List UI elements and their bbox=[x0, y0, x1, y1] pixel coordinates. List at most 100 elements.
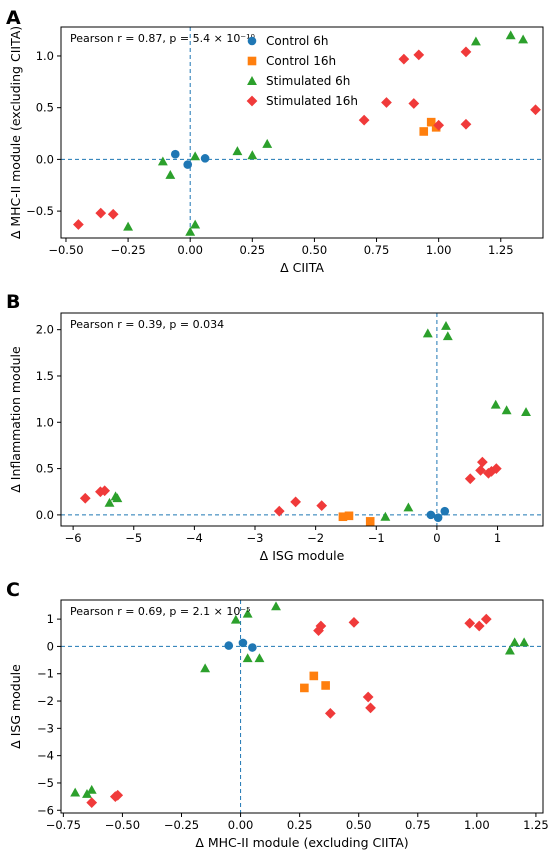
data-point bbox=[480, 613, 492, 625]
data-point bbox=[232, 146, 243, 156]
panel-c-x-axis-title: Δ MHC-II module (excluding CIITA) bbox=[195, 835, 408, 850]
data-point bbox=[86, 784, 97, 794]
panel-a-y-axis-title: Δ MHC-II module (excluding CIITA) bbox=[8, 26, 23, 239]
y-tick-label: 1.0 bbox=[36, 415, 54, 429]
x-tick-label: 0 bbox=[433, 531, 440, 545]
x-tick-label: −3 bbox=[247, 531, 264, 545]
data-point bbox=[99, 485, 111, 497]
x-tick-label: 0.50 bbox=[346, 818, 372, 832]
data-point bbox=[185, 226, 196, 236]
x-tick-label: 0.25 bbox=[287, 818, 313, 832]
legend-entry-label: Control 6h bbox=[266, 34, 328, 48]
data-point bbox=[433, 513, 443, 522]
y-tick-label: −3 bbox=[37, 721, 54, 735]
panel-b: B −6 −5 −4 −3 −2 −1 0 1 0.0 0.5 1.0 1.5 2.0 Δ ISG modu… bbox=[6, 291, 544, 563]
x-tick-label: 0.75 bbox=[405, 818, 431, 832]
legend-entry-label: Control 16h bbox=[266, 54, 336, 68]
data-point bbox=[70, 787, 81, 797]
data-point bbox=[224, 641, 234, 650]
panel-a: A −0.50 −0.25 0.00 0.25 0.50 0.75 1.00 1.25 −0.5 0… bbox=[6, 7, 544, 275]
data-point bbox=[362, 691, 374, 703]
legend-marker bbox=[246, 95, 258, 107]
data-point bbox=[300, 683, 309, 693]
x-tick-label: 0.00 bbox=[177, 243, 203, 257]
data-point bbox=[271, 601, 281, 611]
panel-a-series-stimulated-6h bbox=[123, 30, 529, 236]
x-tick-label: −2 bbox=[307, 531, 324, 545]
data-point bbox=[112, 789, 124, 801]
y-tick-label: −1 bbox=[37, 667, 54, 681]
x-tick-label: 1.00 bbox=[426, 243, 452, 257]
data-point bbox=[190, 151, 201, 161]
data-point bbox=[309, 671, 319, 681]
legend-entry-label: Stimulated 16h bbox=[266, 94, 358, 108]
data-point bbox=[324, 707, 336, 719]
data-point bbox=[242, 653, 253, 663]
data-point bbox=[433, 119, 445, 131]
y-tick-label: −4 bbox=[37, 749, 54, 763]
data-point bbox=[426, 117, 436, 127]
data-point bbox=[238, 638, 248, 648]
data-point bbox=[170, 149, 180, 159]
y-tick-label: 2.0 bbox=[36, 323, 54, 337]
data-point bbox=[248, 643, 257, 652]
x-tick-label: −4 bbox=[186, 531, 203, 545]
data-point bbox=[104, 497, 115, 507]
data-point bbox=[254, 653, 265, 663]
data-point bbox=[413, 49, 425, 61]
x-tick-label: 1.25 bbox=[488, 243, 514, 257]
data-point bbox=[316, 500, 328, 512]
x-tick-label: −1 bbox=[368, 531, 385, 545]
y-tick-label: 1.5 bbox=[36, 369, 54, 383]
data-point bbox=[521, 407, 531, 417]
panel-c-series-stimulated-16h bbox=[86, 613, 492, 808]
data-point bbox=[505, 30, 516, 40]
legend-entry-label: Stimulated 6h bbox=[266, 74, 350, 88]
data-point bbox=[358, 114, 370, 126]
data-point bbox=[230, 614, 241, 624]
data-point bbox=[262, 138, 273, 148]
x-tick-label: 0.50 bbox=[302, 243, 328, 257]
y-tick-label: −6 bbox=[37, 803, 54, 817]
panel-b-x-axis-title: Δ ISG module bbox=[260, 548, 345, 563]
data-point bbox=[464, 473, 476, 485]
data-point bbox=[441, 321, 451, 330]
panel-b-series-stimulated-6h bbox=[104, 321, 531, 521]
panel-c-correlation-annotation: Pearson r = 0.69, p = 2.1 × 10⁻⁵ bbox=[70, 605, 251, 618]
data-point bbox=[112, 493, 123, 503]
data-point bbox=[247, 150, 258, 160]
data-point bbox=[200, 154, 210, 163]
y-tick-label: 0.0 bbox=[36, 508, 54, 522]
x-tick-label: 1 bbox=[494, 531, 501, 545]
x-tick-label: 1.25 bbox=[523, 818, 549, 832]
y-tick-label: −0.5 bbox=[26, 204, 54, 218]
panel-b-series-control-6h bbox=[426, 506, 450, 522]
x-tick-label: 0.75 bbox=[364, 243, 390, 257]
panel-a-plot-frame bbox=[60, 26, 544, 239]
data-point bbox=[408, 98, 420, 109]
data-point bbox=[315, 620, 327, 632]
data-point bbox=[338, 512, 348, 522]
panel-c-plot-frame bbox=[60, 599, 544, 814]
data-point bbox=[464, 617, 476, 629]
data-point bbox=[123, 221, 134, 231]
legend-marker bbox=[247, 36, 257, 46]
panel-c: C −0.75 −0.50 −0.25 0.00 0.25 0.50 0.75 1.00 1.25… bbox=[6, 579, 549, 850]
data-point bbox=[200, 663, 211, 673]
data-point bbox=[470, 36, 481, 46]
legend: Control 6h Control 16h Stimulated 6h Stimul… bbox=[246, 34, 358, 108]
x-tick-label: 0.25 bbox=[240, 243, 266, 257]
data-point bbox=[344, 511, 354, 521]
panel-a-correlation-annotation: Pearson r = 0.87, p = 5.4 × 10⁻¹⁰ bbox=[70, 32, 256, 45]
data-point bbox=[290, 496, 302, 508]
data-point bbox=[509, 637, 520, 647]
data-point bbox=[348, 617, 360, 628]
data-point bbox=[504, 645, 515, 655]
panel-b-series-control-16h bbox=[338, 511, 375, 526]
data-point bbox=[422, 328, 433, 338]
x-tick-label: −0.25 bbox=[164, 818, 199, 832]
data-point bbox=[86, 797, 98, 808]
panel-b-series-stimulated-16h bbox=[79, 456, 502, 517]
x-tick-label: −6 bbox=[65, 531, 82, 545]
